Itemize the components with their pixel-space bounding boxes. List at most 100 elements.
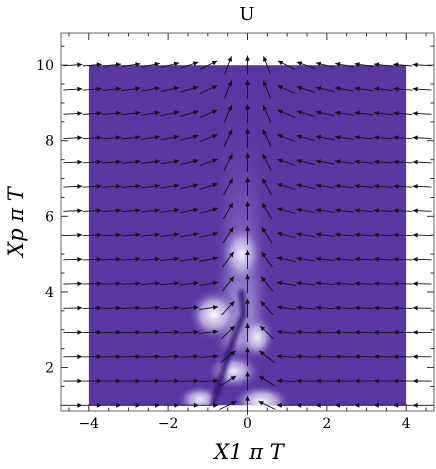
vector-arrow [276, 256, 296, 262]
vector-arrow [412, 378, 432, 384]
vector-arrow [245, 55, 250, 75]
vector-arrow [160, 329, 180, 335]
vector-arrow [412, 111, 432, 116]
vector-arrow [141, 86, 160, 92]
vector-arrow [245, 371, 250, 391]
vector-arrow [263, 56, 271, 75]
vector-arrow [373, 110, 393, 116]
vector-arrow [260, 251, 273, 268]
vector-arrow [262, 80, 271, 99]
vector-arrow [200, 60, 218, 70]
vector-arrow [393, 257, 413, 262]
vector-arrow [199, 158, 218, 166]
vector-arrow [315, 378, 335, 384]
vector-arrow [140, 256, 161, 262]
vector-arrow [315, 281, 335, 286]
vector-arrow [63, 305, 83, 311]
vector-arrow [63, 184, 83, 189]
vector-arrow [245, 201, 250, 221]
vector-arrow [277, 183, 296, 190]
vector-arrow [277, 207, 296, 214]
vector-arrow [199, 305, 219, 310]
vector-arrow [393, 208, 413, 214]
vector-arrow [296, 256, 316, 262]
vector-arrow [412, 305, 432, 311]
vector-arrow [393, 111, 413, 116]
vector-arrow [354, 305, 374, 311]
vector-arrow [82, 208, 102, 214]
vector-arrow [141, 135, 160, 140]
vector-arrow [354, 110, 374, 116]
vector-arrow [121, 378, 141, 384]
vector-arrow [179, 134, 199, 141]
vector-arrow [373, 232, 393, 238]
vector-arrow [223, 153, 233, 172]
vector-arrow [296, 207, 316, 214]
vector-arrow [140, 378, 161, 384]
vector-arrow [160, 207, 180, 213]
vector-arrow [315, 207, 335, 213]
vector-arrow [261, 178, 272, 196]
density-bright-spot [187, 288, 240, 342]
vector-arrow [315, 354, 335, 359]
vector-arrow [354, 281, 374, 286]
vector-arrow [180, 110, 199, 117]
vector-arrow [354, 183, 374, 189]
vector-arrow [334, 305, 355, 311]
vector-arrow [412, 402, 432, 408]
vector-arrow [121, 256, 141, 262]
vector-arrow [140, 305, 161, 311]
vector-arrow [141, 183, 160, 189]
vector-arrow [219, 400, 237, 410]
vector-arrow [277, 134, 296, 142]
vector-arrow [220, 325, 236, 340]
vector-arrow [82, 329, 102, 335]
vector-arrow [277, 109, 296, 118]
vector-arrow [222, 227, 234, 244]
vector-arrow [121, 86, 141, 92]
vector-arrow [354, 232, 374, 238]
vector-arrow [199, 256, 219, 262]
vector-arrow [412, 354, 432, 360]
vector-arrow [179, 207, 199, 214]
vector-arrow [223, 104, 233, 123]
vector-arrow [180, 61, 199, 69]
vector-arrow [82, 402, 102, 408]
vector-arrow [412, 232, 432, 238]
vector-arrow [315, 402, 335, 408]
vector-arrow [258, 375, 276, 387]
vector-arrow [141, 402, 160, 408]
vector-arrow [393, 354, 413, 360]
vector-arrow [199, 109, 218, 118]
vector-arrow [373, 86, 393, 92]
vector-arrow [373, 378, 393, 384]
vector-arrow [354, 135, 374, 140]
vector-arrow [179, 329, 199, 335]
vector-arrow [373, 329, 393, 335]
vector-arrow [354, 329, 374, 335]
vector-arrow [199, 378, 219, 384]
vector-arrow [160, 183, 180, 189]
vector-arrow [102, 208, 122, 213]
vector-arrow [222, 251, 235, 268]
vector-arrow [179, 158, 199, 166]
vector-arrow [296, 329, 316, 335]
vector-arrow [141, 159, 160, 165]
vector-arrow [335, 159, 354, 165]
vector-arrow [296, 61, 315, 69]
vector-arrow [160, 134, 180, 141]
vector-arrow [296, 232, 316, 238]
vector-arrow [296, 134, 316, 141]
vector-arrow [393, 402, 413, 408]
vector-arrow [262, 153, 272, 172]
vector-arrow [63, 354, 83, 360]
vector-arrow [63, 281, 83, 287]
vector-arrow [277, 60, 295, 70]
vector-arrow [179, 402, 199, 408]
vector-arrow [276, 378, 296, 384]
vector-arrow [102, 378, 122, 384]
vector-arrow [393, 62, 413, 68]
vector-arrow [82, 378, 102, 384]
vector-arrow [354, 159, 374, 165]
vector-arrow [354, 86, 374, 92]
